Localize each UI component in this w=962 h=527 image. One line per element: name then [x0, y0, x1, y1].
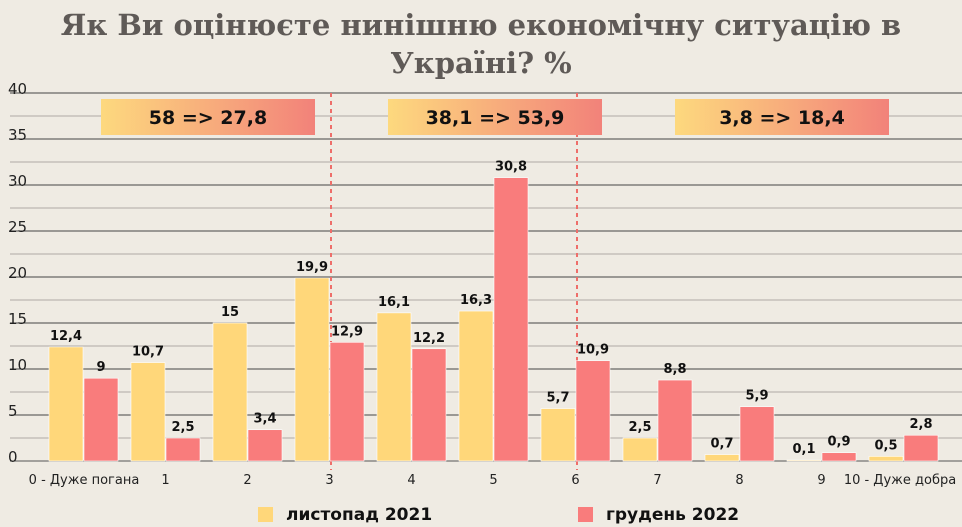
bar-series-2 — [329, 342, 365, 462]
bar-series-1 — [376, 312, 412, 462]
y-tick-label: 40 — [8, 80, 27, 98]
bar-series-1 — [294, 277, 330, 462]
annotation-box — [388, 99, 602, 135]
data-label: 9 — [96, 360, 105, 375]
x-axis: 0 - Дуже погана 1 2 3 4 5 6 7 8 9 10 - Дуже добра — [29, 473, 957, 488]
data-label: 5,9 — [745, 389, 768, 404]
x-tick-label: 7 — [653, 473, 661, 488]
data-label: 0,7 — [710, 437, 733, 452]
bar-series-2 — [411, 348, 447, 462]
bar-series-1 — [130, 362, 166, 462]
y-tick-label: 5 — [8, 402, 18, 420]
chart-title-line-1: Як Ви оцінюєте нинішню економічну ситуац… — [60, 8, 902, 42]
data-label: 12,4 — [50, 329, 82, 344]
x-tick-label: 0 - Дуже погана — [29, 473, 140, 488]
annotation-box — [101, 99, 315, 135]
data-label: 19,9 — [296, 260, 328, 275]
data-label: 12,9 — [331, 324, 363, 339]
y-tick-label: 20 — [8, 264, 27, 282]
data-label: 15 — [221, 305, 239, 320]
bar-series-2 — [739, 406, 775, 462]
legend-label: грудень 2022 — [606, 505, 739, 525]
group-annotations: 58 => 27,8 38,1 => 53,9 3,8 => 18,4 — [101, 99, 889, 135]
bar-series-1 — [48, 346, 84, 462]
data-label: 3,4 — [253, 412, 276, 427]
y-tick-label: 15 — [8, 310, 27, 328]
data-label: 8,8 — [663, 362, 686, 377]
y-tick-label: 25 — [8, 218, 27, 236]
x-tick-label: 9 — [817, 473, 825, 488]
bar-series-2 — [903, 434, 939, 462]
legend: листопад 2021 грудень 2022 — [258, 505, 739, 525]
bar-series-1 — [212, 322, 248, 462]
y-tick-label: 35 — [8, 126, 27, 144]
data-label: 30,8 — [495, 160, 527, 175]
data-label: 2,5 — [628, 420, 651, 435]
bar-series-2 — [165, 437, 201, 462]
y-tick-label: 30 — [8, 172, 27, 190]
legend-swatch — [578, 507, 593, 522]
bar-series-1 — [786, 459, 822, 462]
data-label: 2,8 — [909, 417, 932, 432]
annotation-label: 58 => 27,8 — [149, 107, 267, 129]
x-tick-label: 10 - Дуже добра — [844, 473, 956, 488]
bar-series-1 — [704, 454, 740, 462]
y-axis: 0 5 10 15 20 25 30 35 40 — [8, 80, 27, 466]
chart-title: Як Ви оцінюєте нинішню економічну ситуац… — [0, 6, 962, 82]
bars — [48, 177, 939, 462]
y-tick-label: 0 — [8, 448, 18, 466]
group-dividers — [330, 93, 578, 470]
bar-series-1 — [622, 437, 658, 462]
data-label: 16,3 — [460, 293, 492, 308]
data-label: 5,7 — [546, 391, 569, 406]
data-label: 10,9 — [577, 343, 609, 358]
x-tick-label: 6 — [571, 473, 579, 488]
x-tick-label: 8 — [735, 473, 743, 488]
data-label: 0,9 — [827, 435, 850, 450]
legend-label: листопад 2021 — [286, 505, 432, 525]
x-tick-label: 1 — [161, 473, 169, 488]
bar-series-2 — [575, 360, 611, 462]
data-label: 16,1 — [378, 295, 410, 310]
annotation-label: 3,8 => 18,4 — [719, 107, 845, 129]
data-label: 2,5 — [171, 420, 194, 435]
bar-series-2 — [657, 379, 693, 462]
x-tick-label: 2 — [243, 473, 251, 488]
bar-series-2 — [247, 429, 283, 462]
x-tick-label: 5 — [489, 473, 497, 488]
legend-swatch — [258, 507, 273, 522]
bar-series-1 — [540, 408, 576, 462]
data-label: 0,5 — [874, 438, 897, 453]
x-tick-label: 3 — [325, 473, 333, 488]
x-tick-label: 4 — [407, 473, 415, 488]
chart-title-line-2: Україні? % — [390, 46, 572, 80]
bar-series-1 — [868, 456, 904, 462]
bar-series-1 — [458, 310, 494, 462]
data-labels: 12,4 9 10,7 2,5 15 3,4 19,9 12,9 16,1 12,2 16,3 30,… — [50, 160, 933, 457]
annotation-box — [675, 99, 889, 135]
bar-series-2 — [83, 377, 119, 462]
y-tick-label: 10 — [8, 356, 27, 374]
data-label: 0,1 — [792, 442, 815, 457]
data-label: 12,2 — [413, 331, 445, 346]
annotation-label: 38,1 => 53,9 — [426, 107, 565, 129]
data-label: 10,7 — [132, 345, 164, 360]
bar-series-2 — [493, 177, 529, 462]
bar-series-2 — [821, 452, 857, 462]
